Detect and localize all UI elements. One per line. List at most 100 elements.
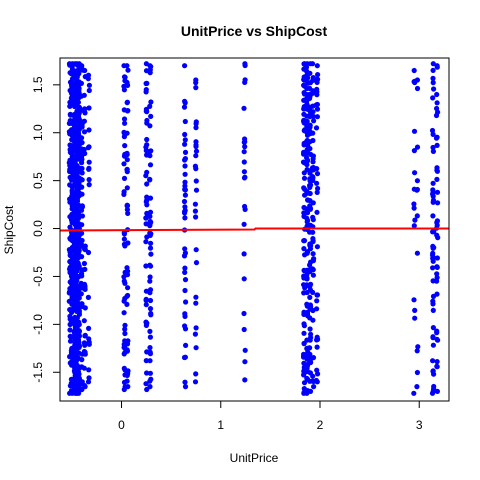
- data-point: [147, 290, 153, 296]
- data-point: [412, 315, 418, 321]
- data-point: [121, 236, 127, 242]
- data-point: [314, 367, 320, 373]
- data-point: [147, 103, 153, 109]
- data-point: [147, 334, 153, 340]
- data-point: [79, 135, 85, 141]
- data-point: [434, 388, 440, 394]
- data-point: [76, 371, 82, 377]
- data-point: [147, 349, 153, 355]
- data-point: [124, 378, 130, 384]
- data-point: [75, 113, 82, 120]
- data-point: [124, 157, 130, 163]
- data-point: [310, 77, 316, 83]
- data-point: [121, 87, 127, 93]
- data-point: [430, 131, 436, 137]
- data-point: [307, 359, 313, 365]
- data-point: [76, 309, 82, 315]
- data-point: [86, 367, 92, 373]
- data-point: [81, 260, 87, 267]
- data-point: [430, 265, 436, 271]
- data-point: [242, 62, 248, 69]
- data-point: [411, 205, 417, 211]
- data-point: [314, 106, 321, 112]
- data-point: [85, 249, 92, 256]
- data-point: [182, 118, 188, 125]
- data-point: [124, 207, 130, 213]
- data-point: [430, 252, 436, 258]
- data-point: [193, 85, 199, 91]
- data-point: [301, 330, 307, 336]
- data-point: [81, 318, 87, 324]
- data-point: [124, 63, 130, 69]
- data-point: [79, 213, 85, 219]
- data-point: [86, 166, 92, 172]
- data-point: [79, 165, 85, 172]
- data-point: [147, 148, 153, 155]
- data-point: [414, 144, 421, 150]
- data-point: [182, 137, 188, 143]
- data-point: [431, 86, 437, 92]
- data-point: [81, 365, 87, 371]
- data-point: [125, 67, 131, 73]
- data-point: [310, 175, 316, 181]
- data-point: [192, 331, 198, 337]
- data-point: [430, 144, 436, 151]
- data-point: [79, 301, 85, 307]
- data-point: [310, 229, 316, 235]
- data-point: [147, 195, 154, 201]
- data-point: [414, 250, 420, 256]
- data-point: [182, 179, 188, 185]
- fit-line-layer: [59, 227, 449, 232]
- data-point: [411, 223, 417, 229]
- data-point: [310, 251, 316, 257]
- data-point: [81, 146, 87, 153]
- data-point: [310, 200, 316, 206]
- data-point: [310, 272, 316, 278]
- data-point: [182, 277, 189, 283]
- data-point: [122, 143, 128, 149]
- data-point: [183, 299, 189, 305]
- data-point: [308, 335, 314, 341]
- data-point: [193, 121, 199, 127]
- y-tick-label: 1.0: [31, 124, 45, 141]
- data-point: [301, 238, 308, 244]
- data-point: [314, 292, 320, 298]
- data-point: [411, 148, 417, 154]
- data-point: [307, 242, 313, 248]
- data-point: [121, 175, 128, 181]
- data-point: [143, 381, 149, 387]
- data-point: [81, 129, 88, 135]
- data-point: [81, 92, 87, 98]
- x-tick-label: 1: [217, 418, 224, 432]
- data-point: [242, 377, 248, 383]
- data-point: [314, 209, 320, 215]
- data-point: [147, 358, 153, 364]
- data-point: [85, 379, 92, 385]
- data-point: [193, 80, 199, 86]
- data-point: [307, 190, 313, 197]
- data-point: [430, 342, 436, 348]
- data-point: [314, 76, 320, 83]
- data-point: [301, 246, 307, 252]
- data-point: [125, 268, 131, 274]
- data-point: [434, 222, 440, 228]
- data-point: [307, 206, 313, 212]
- data-point: [307, 283, 313, 289]
- data-point: [182, 384, 189, 390]
- data-point: [431, 229, 437, 235]
- data-point: [414, 77, 420, 83]
- data-point: [183, 342, 189, 348]
- data-point: [147, 328, 153, 334]
- data-point: [314, 344, 320, 350]
- data-point: [307, 184, 313, 190]
- data-point: [182, 163, 188, 169]
- data-point: [193, 148, 200, 154]
- data-point: [74, 268, 80, 274]
- data-point: [301, 353, 307, 359]
- data-point: [241, 169, 247, 175]
- data-point: [76, 328, 82, 334]
- data-point: [86, 182, 92, 188]
- data-point: [414, 178, 420, 184]
- data-point: [144, 181, 150, 187]
- x-tick-label: 0: [118, 418, 125, 432]
